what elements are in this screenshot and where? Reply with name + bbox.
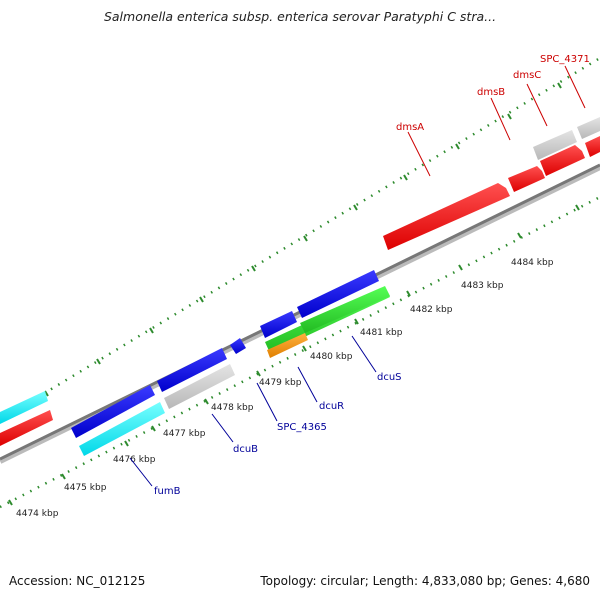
outer-tick-track xyxy=(0,56,600,422)
inner-major-ticks xyxy=(8,204,580,506)
gene-forward-grey-1[interactable] xyxy=(533,130,577,160)
kbp-label-4476: 4476 kbp xyxy=(113,455,156,465)
gene-dcuR-orange[interactable] xyxy=(267,333,308,358)
gene-label-SPC_4371[interactable]: SPC_4371 xyxy=(540,54,590,65)
map-title: Salmonella enterica subsp. enterica sero… xyxy=(103,9,497,24)
gene-label-dmsA[interactable]: dmsA xyxy=(396,122,424,133)
gene-reverse-blue-1[interactable] xyxy=(71,385,155,438)
kbp-label-4481: 4481 kbp xyxy=(360,328,403,338)
kbp-label-4484: 4484 kbp xyxy=(511,258,554,268)
gene-dcuB-grey[interactable] xyxy=(164,364,235,409)
genome-summary-text: Topology: circular; Length: 4,833,080 bp… xyxy=(260,574,590,588)
kbp-label-4482: 4482 kbp xyxy=(410,305,453,315)
kbp-label-4479: 4479 kbp xyxy=(259,378,302,388)
gene-dmsB[interactable] xyxy=(508,166,545,192)
gene-reverse-blue-5[interactable] xyxy=(297,270,379,318)
gene-forward-right-red[interactable] xyxy=(585,136,600,157)
inner-tick-track xyxy=(0,195,600,509)
gene-fumB[interactable] xyxy=(79,402,165,456)
reverse-label-connectors xyxy=(129,335,377,487)
gene-label-dcuB[interactable]: dcuB xyxy=(233,444,258,455)
gene-label-SPC_4365[interactable]: SPC_4365 xyxy=(277,422,327,433)
gene-reverse-blue-3[interactable] xyxy=(230,338,246,354)
outer-major-ticks xyxy=(44,82,562,397)
kbp-label-4475: 4475 kbp xyxy=(64,483,107,493)
accession-text: Accession: NC_012125 xyxy=(9,574,146,588)
gene-label-dmsC[interactable]: dmsC xyxy=(513,70,541,81)
kbp-label-4483: 4483 kbp xyxy=(461,281,504,291)
gene-reverse-blue-2[interactable] xyxy=(157,348,227,392)
gene-label-dcuS[interactable]: dcuS xyxy=(377,372,402,383)
gene-forward-left-red[interactable] xyxy=(0,410,53,446)
gene-label-fumB[interactable]: fumB xyxy=(154,486,181,497)
forward-label-connectors xyxy=(407,65,586,177)
gene-label-dmsB[interactable]: dmsB xyxy=(477,87,505,98)
gene-dmsA[interactable] xyxy=(383,183,510,250)
kbp-label-4478: 4478 kbp xyxy=(211,403,254,413)
gene-reverse-blue-4[interactable] xyxy=(260,311,297,338)
kbp-label-4477: 4477 kbp xyxy=(163,429,206,439)
kbp-label-4480: 4480 kbp xyxy=(310,352,353,362)
gene-label-dcuR[interactable]: dcuR xyxy=(319,401,344,412)
gene-forward-grey-2[interactable] xyxy=(577,117,600,139)
gene-dmsC[interactable] xyxy=(540,145,585,176)
gene-dcuS-green-top[interactable] xyxy=(300,286,390,333)
kbp-label-4474: 4474 kbp xyxy=(16,509,59,519)
gene-forward-left-cyan[interactable] xyxy=(0,391,48,424)
backbone-shadow xyxy=(0,164,600,464)
